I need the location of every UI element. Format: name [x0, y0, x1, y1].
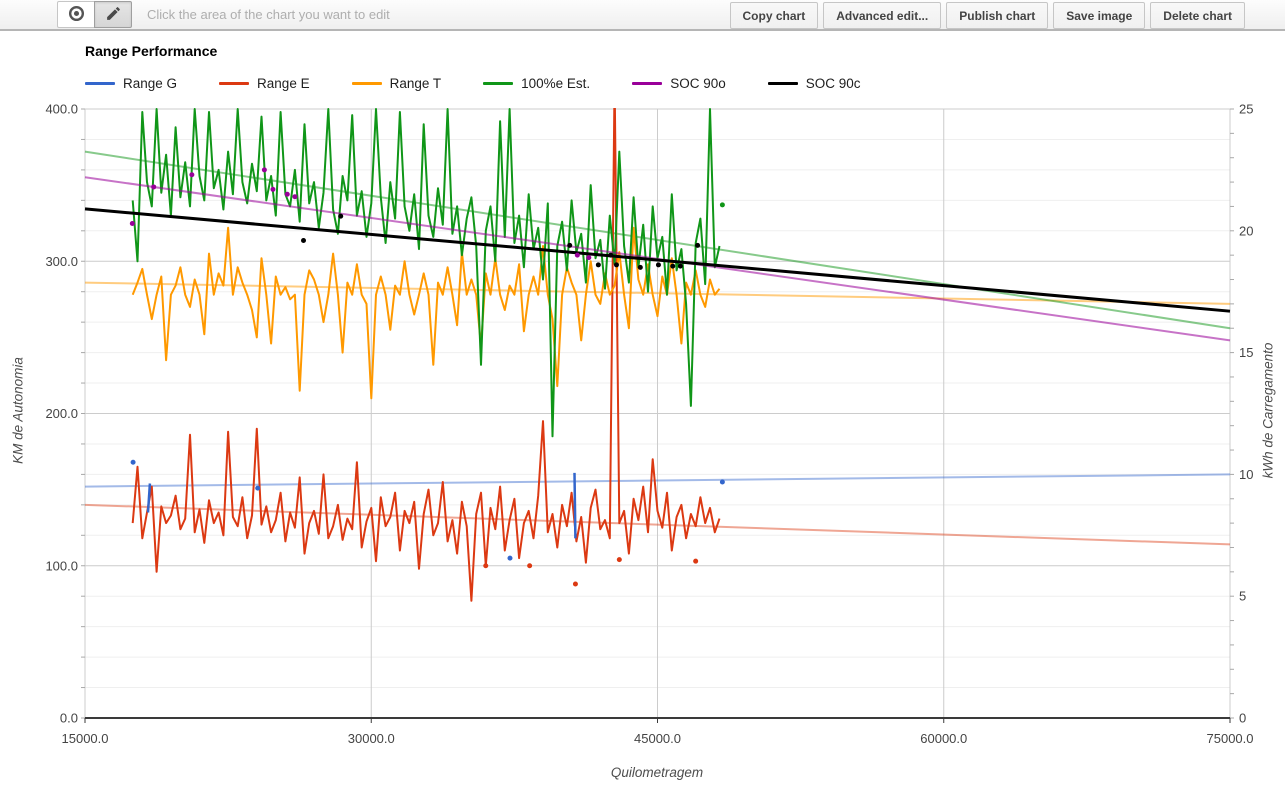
- point-soc-90c[interactable]: [677, 263, 683, 269]
- publish-chart-button[interactable]: Publish chart: [946, 2, 1049, 29]
- point-soc-90c[interactable]: [613, 262, 619, 268]
- trendline-soc-90c: [84, 207, 1231, 313]
- toolbar-actions: Copy chart Advanced edit... Publish char…: [729, 2, 1245, 29]
- legend-item-100-e-est[interactable]: 100%e Est.: [483, 76, 590, 91]
- point-range-g[interactable]: [719, 479, 725, 485]
- point-soc-90c[interactable]: [338, 213, 344, 219]
- x-tick-label: 45000.0: [634, 731, 681, 746]
- view-mode-button[interactable]: [57, 1, 95, 28]
- point-range-g[interactable]: [507, 555, 513, 561]
- y-right-axis-title: kWh de Carregamento: [1260, 342, 1276, 479]
- point-soc-90o[interactable]: [586, 255, 592, 261]
- legend-label: Range T: [389, 76, 442, 91]
- legend-item-range-t[interactable]: Range T: [351, 76, 442, 91]
- y-right-tick-label: 0: [1239, 711, 1246, 726]
- y-left-tick-label: 300.0: [45, 254, 78, 269]
- point-soc-90c[interactable]: [301, 238, 307, 244]
- gridlines: [84, 108, 1231, 719]
- plot-area[interactable]: 0.0 100.0 200.0 300.0 400.0 0 5 10 15 20 25 15000.0…: [0, 31, 1285, 797]
- save-image-button[interactable]: Save image: [1053, 2, 1146, 29]
- point-100-e-est[interactable]: [719, 202, 725, 208]
- edit-instruction-text: Click the area of the chart you want to …: [147, 7, 390, 22]
- eye-icon: [67, 4, 86, 26]
- point-soc-90c[interactable]: [595, 262, 601, 268]
- point-soc-90c[interactable]: [608, 252, 614, 258]
- point-soc-90o[interactable]: [129, 220, 135, 226]
- point-soc-90o[interactable]: [151, 184, 157, 190]
- point-soc-90o[interactable]: [261, 167, 267, 173]
- legend-item-range-g[interactable]: Range G: [85, 76, 177, 91]
- y-right-tick-label: 10: [1239, 467, 1253, 482]
- legend-label: Range E: [257, 76, 310, 91]
- chart-canvas[interactable]: Range Performance Range G Range E Range T 1…: [0, 31, 1285, 797]
- y-right-tick-label: 15: [1239, 345, 1253, 360]
- point-soc-90c[interactable]: [695, 242, 701, 248]
- axis-tick-marks: [81, 108, 1234, 723]
- chart-legend: Range G Range E Range T 100%e Est. SOC 90o SO…: [85, 76, 861, 91]
- point-soc-90c[interactable]: [655, 262, 661, 268]
- series-range-g-segment[interactable]: [146, 483, 152, 513]
- trendline-range-e: [84, 503, 1231, 546]
- edit-mode-button[interactable]: [94, 1, 132, 28]
- legend-label: Range G: [123, 76, 178, 91]
- legend-swatch-soc-90c: [767, 82, 798, 85]
- series-100-e-est[interactable]: [131, 108, 721, 438]
- pencil-icon: [105, 5, 122, 25]
- legend-swatch-100-e-est: [483, 82, 514, 85]
- axis-tick-labels: 0.0 100.0 200.0 300.0 400.0 0 5 10 15 20 25 15000.0…: [45, 102, 1253, 747]
- y-left-tick-label: 0.0: [60, 711, 78, 726]
- advanced-edit-button[interactable]: Advanced edit...: [823, 2, 942, 29]
- legend-item-soc-90o[interactable]: SOC 90o: [632, 76, 726, 91]
- point-range-e[interactable]: [572, 581, 578, 587]
- point-soc-90o[interactable]: [574, 252, 580, 258]
- legend-label: 100%e Est.: [521, 76, 591, 91]
- series-range-g-segment[interactable]: [573, 472, 577, 539]
- mode-toggle-group: [57, 1, 132, 28]
- delete-chart-button[interactable]: Delete chart: [1150, 2, 1245, 29]
- trendline-range-g: [84, 473, 1231, 488]
- x-tick-label: 30000.0: [348, 731, 395, 746]
- point-soc-90c[interactable]: [670, 263, 676, 269]
- legend-swatch-range-e: [219, 82, 250, 85]
- point-range-e[interactable]: [693, 558, 699, 564]
- legend-swatch-soc-90o: [632, 82, 663, 85]
- legend-item-range-e[interactable]: Range E: [219, 76, 310, 91]
- x-tick-label: 15000.0: [62, 731, 109, 746]
- chart-editor-toolbar: Click the area of the chart you want to …: [0, 0, 1285, 31]
- point-range-g[interactable]: [255, 485, 261, 491]
- legend-swatch-range-t: [351, 82, 382, 85]
- point-soc-90o[interactable]: [189, 172, 195, 178]
- legend-label: SOC 90c: [805, 76, 861, 91]
- x-tick-label: 60000.0: [920, 731, 967, 746]
- point-range-e[interactable]: [616, 557, 622, 563]
- point-soc-90c[interactable]: [567, 242, 573, 248]
- legend-label: SOC 90o: [670, 76, 726, 91]
- point-soc-90o[interactable]: [270, 186, 276, 192]
- y-left-tick-label: 100.0: [45, 558, 78, 573]
- y-right-tick-label: 25: [1239, 102, 1253, 117]
- series-range-t[interactable]: [131, 226, 721, 400]
- x-axis-title: Quilometragem: [610, 765, 704, 780]
- y-right-tick-label: 20: [1239, 223, 1253, 238]
- point-soc-90o[interactable]: [284, 191, 290, 197]
- y-right-tick-label: 5: [1239, 589, 1246, 604]
- trendline-100-e-est: [84, 150, 1231, 330]
- series-range-e[interactable]: [131, 79, 721, 602]
- y-left-axis-title: KM de Autonomia: [10, 357, 26, 464]
- point-range-e[interactable]: [527, 563, 533, 569]
- copy-chart-button[interactable]: Copy chart: [729, 2, 819, 29]
- point-soc-90c[interactable]: [637, 264, 643, 270]
- point-range-g[interactable]: [130, 459, 136, 465]
- legend-swatch-range-g: [85, 82, 115, 85]
- x-tick-label: 75000.0: [1207, 731, 1254, 746]
- y-left-tick-label: 200.0: [45, 406, 78, 421]
- point-soc-90o[interactable]: [292, 194, 298, 200]
- chart-title: Range Performance: [85, 43, 218, 59]
- legend-item-soc-90c[interactable]: SOC 90c: [767, 76, 861, 91]
- y-left-tick-label: 400.0: [45, 102, 78, 117]
- point-range-e[interactable]: [483, 563, 489, 569]
